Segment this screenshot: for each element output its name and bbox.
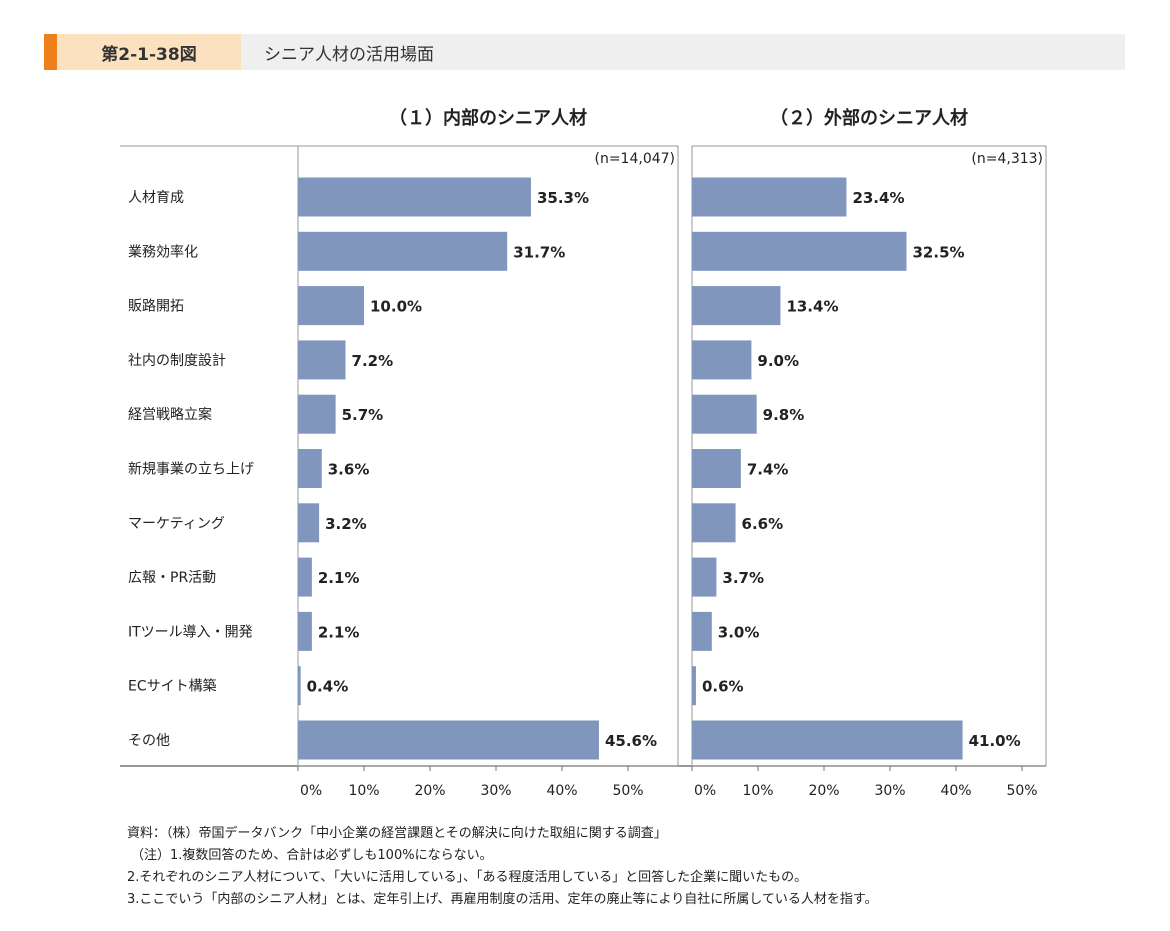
value-label-internal: 7.2%: [352, 352, 394, 370]
bar-external: [692, 720, 963, 760]
value-label-external: 41.0%: [969, 732, 1021, 750]
bar-internal: [298, 286, 364, 326]
category-label: 販路開拓: [128, 299, 184, 315]
value-label-external: 13.4%: [786, 298, 838, 316]
tick-label-internal: 10%: [348, 783, 379, 799]
category-label: 広報・PR活動: [128, 570, 216, 586]
panel-title-internal: （１）内部のシニア人材: [389, 107, 587, 129]
figure-header: 第2-1-38図 シニア人材の活用場面: [44, 34, 1125, 70]
tick-label-internal: 0%: [300, 783, 322, 799]
bar-external: [692, 611, 712, 651]
value-label-internal: 2.1%: [318, 569, 360, 587]
bar-external: [692, 340, 752, 380]
category-label: マーケティング: [128, 516, 225, 532]
bar-external: [692, 666, 696, 706]
value-label-internal: 35.3%: [537, 189, 589, 207]
bar-internal: [298, 231, 508, 271]
tick-label-internal: 30%: [480, 783, 511, 799]
tick-label-internal: 20%: [414, 783, 445, 799]
value-label-external: 6.6%: [742, 515, 784, 533]
tick-label-external: 10%: [742, 783, 773, 799]
category-label: 新規事業の立ち上げ: [128, 462, 254, 478]
bar-external: [692, 449, 741, 488]
sample-size-label-internal: (n=14,047): [594, 151, 675, 167]
category-label: 人材育成: [128, 190, 184, 206]
bar-external: [692, 286, 781, 326]
bar-internal: [298, 503, 320, 543]
bar-internal: [298, 394, 336, 434]
value-label-internal: 3.6%: [328, 461, 370, 479]
value-label-internal: 5.7%: [342, 406, 384, 424]
value-label-internal: 3.2%: [325, 515, 367, 533]
bar-external: [692, 231, 907, 271]
tick-label-external: 30%: [874, 783, 905, 799]
bar-chart: 人材育成業務効率化販路開拓社内の制度設計経営戦略立案新規事業の立ち上げマーケティ…: [120, 107, 1047, 799]
tick-label-internal: 40%: [546, 783, 577, 799]
tick-label-external: 0%: [694, 783, 716, 799]
value-label-external: 9.8%: [763, 406, 805, 424]
category-label: 社内の制度設計: [128, 353, 226, 369]
value-label-external: 3.0%: [718, 623, 760, 641]
note-1: （注）1.複数回答のため、合計は必ずしも100%にならない。: [131, 848, 493, 863]
value-label-external: 32.5%: [913, 243, 965, 261]
source-note: 資料：（株）帝国データバンク「中小企業の経営課題とその解決に向けた取組に関する調…: [127, 826, 667, 841]
bar-internal: [298, 557, 312, 597]
bar-internal: [298, 666, 301, 706]
figure-title: シニア人材の活用場面: [264, 44, 434, 65]
value-label-internal: 45.6%: [605, 732, 657, 750]
bar-internal: [298, 611, 312, 651]
value-label-internal: 0.4%: [307, 678, 349, 696]
tick-label-external: 50%: [1006, 783, 1037, 799]
bar-internal: [298, 720, 599, 760]
value-label-external: 3.7%: [722, 569, 764, 587]
value-label-external: 7.4%: [747, 461, 789, 479]
value-label-external: 0.6%: [702, 678, 744, 696]
category-label: その他: [128, 733, 170, 749]
value-label-internal: 10.0%: [370, 298, 422, 316]
value-label-external: 9.0%: [757, 352, 799, 370]
sample-size-label-external: (n=4,313): [971, 151, 1043, 167]
value-label-internal: 2.1%: [318, 623, 360, 641]
note-2: 2.それぞれのシニア人材について、「大いに活用している」、「ある程度活用している…: [127, 870, 808, 885]
panel-title-external: （２）外部のシニア人材: [770, 107, 968, 129]
bar-internal: [298, 449, 322, 488]
bar-external: [692, 394, 757, 434]
category-label: 業務効率化: [128, 243, 198, 260]
tick-label-external: 40%: [940, 783, 971, 799]
bar-external: [692, 557, 717, 597]
category-label: ITツール導入・開発: [128, 624, 253, 640]
bar-external: [692, 177, 847, 217]
category-label: ECサイト構築: [128, 679, 217, 695]
category-label: 経営戦略立案: [128, 406, 212, 423]
tick-label-internal: 50%: [612, 783, 643, 799]
figure-number: 第2-1-38図: [57, 34, 241, 70]
value-label-external: 23.4%: [852, 189, 904, 207]
header-accent-stripe: [44, 34, 57, 70]
value-label-internal: 31.7%: [513, 243, 565, 261]
bar-external: [692, 503, 736, 543]
bar-internal: [298, 177, 531, 217]
note-3: 3.ここでいう「内部のシニア人材」とは、定年引上げ、再雇用制度の活用、定年の廃止…: [127, 892, 878, 907]
bar-internal: [298, 340, 346, 380]
notes: 資料：（株）帝国データバンク「中小企業の経営課題とその解決に向けた取組に関する調…: [127, 823, 1127, 911]
tick-label-external: 20%: [808, 783, 839, 799]
